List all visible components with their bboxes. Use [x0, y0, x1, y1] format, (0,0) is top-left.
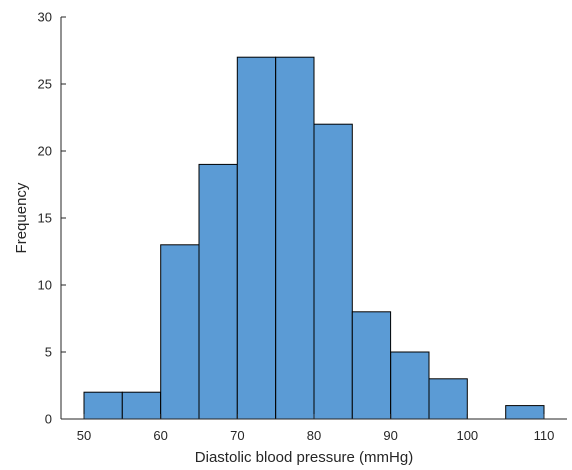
- x-tick-label: 90: [383, 428, 397, 443]
- x-tick-label: 60: [153, 428, 167, 443]
- histogram-bar: [121, 391, 162, 420]
- x-axis-title: Diastolic blood pressure (mmHg): [195, 449, 413, 466]
- histogram-bar: [198, 163, 238, 420]
- y-tick-label: 0: [45, 412, 52, 427]
- y-tick-label: 10: [38, 278, 52, 293]
- x-tick-label: 110: [534, 428, 555, 443]
- y-tick-label: 20: [38, 144, 52, 159]
- histogram-bar: [505, 405, 545, 420]
- histogram-bar: [236, 56, 277, 420]
- histogram-bar: [428, 378, 468, 420]
- x-tick-label: 80: [307, 428, 321, 443]
- x-tick-label: 70: [230, 428, 244, 443]
- histogram-bar: [313, 123, 353, 420]
- histogram-bar: [83, 391, 123, 420]
- histogram-bar: [160, 244, 200, 420]
- y-tick-label: 25: [38, 77, 52, 92]
- ticks-layer: 50 60 70 80 90 100 110 0 5 10 15 20 25 30: [38, 10, 555, 444]
- x-tick-label: 50: [77, 428, 91, 443]
- histogram-bar: [351, 311, 392, 420]
- y-tick-label: 5: [45, 345, 52, 360]
- y-tick-label: 15: [38, 211, 52, 226]
- y-axis-title: Frequency: [13, 182, 30, 253]
- histogram-bar: [390, 351, 430, 420]
- histogram-bar: [275, 56, 315, 420]
- y-tick-label: 30: [38, 10, 52, 25]
- bars-layer: [83, 56, 545, 420]
- x-tick-label: 100: [456, 428, 478, 443]
